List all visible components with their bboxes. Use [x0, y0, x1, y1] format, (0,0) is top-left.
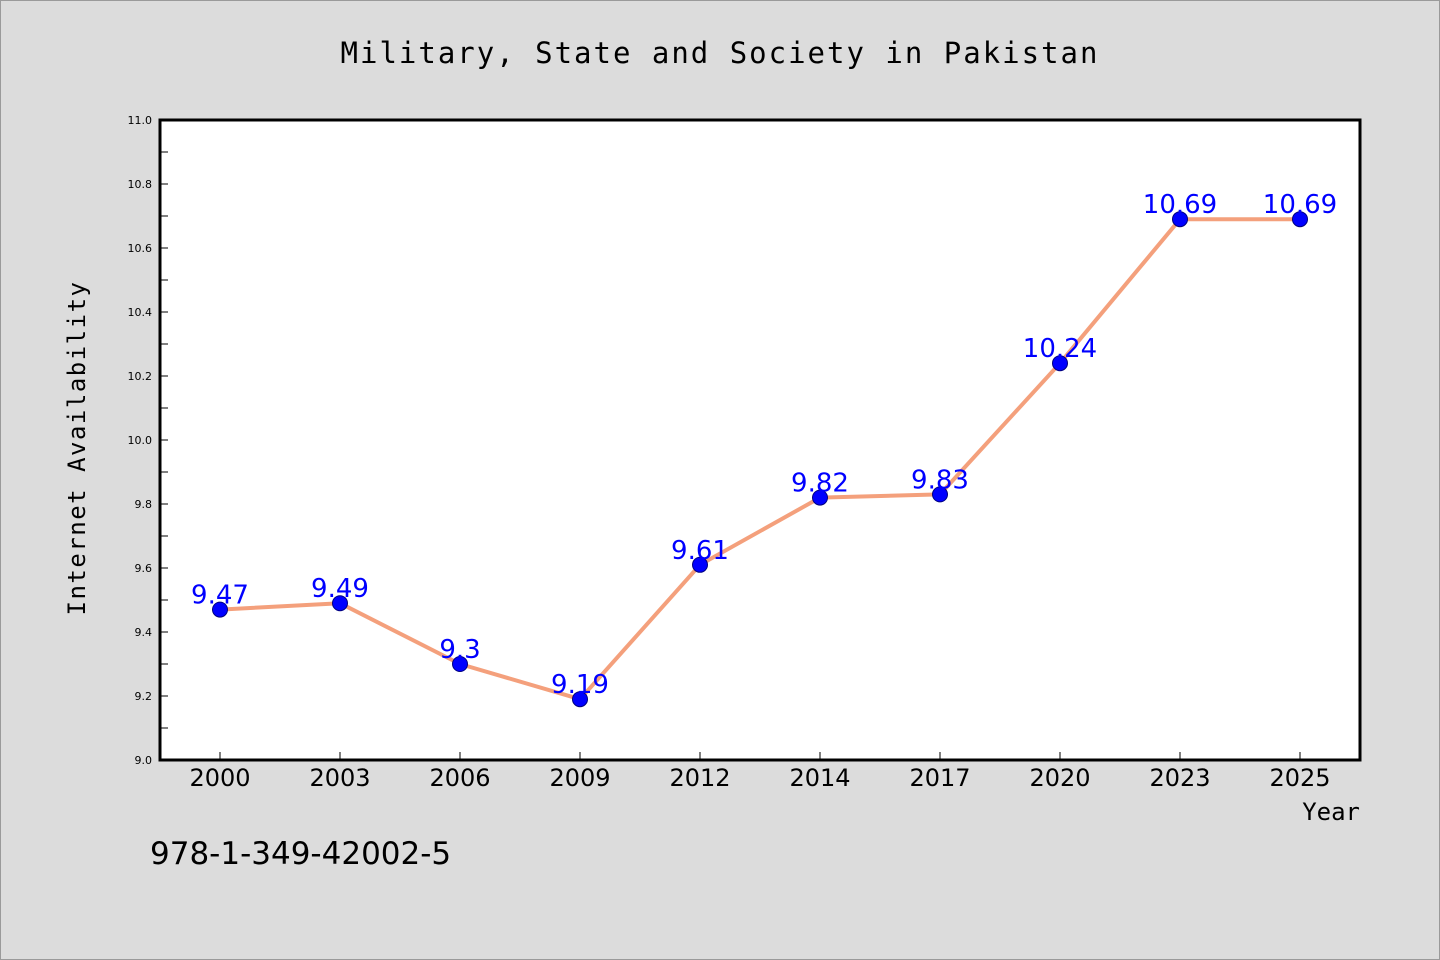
- data-point: [1172, 211, 1188, 228]
- x-tick-label: 2023: [1149, 764, 1210, 792]
- x-tick-label: 2025: [1269, 764, 1330, 792]
- data-point: [932, 486, 948, 503]
- data-point: [1052, 355, 1068, 372]
- y-tick-label: 9.4: [135, 626, 153, 639]
- footer-text: 978-1-349-42002-5: [150, 836, 451, 872]
- data-point: [332, 595, 348, 612]
- x-tick-label: 2006: [429, 764, 490, 792]
- series-internet-availability: [212, 211, 1308, 708]
- data-label: 9.61: [671, 536, 729, 566]
- y-tick-label: 10.6: [128, 242, 153, 255]
- data-label: 9.19: [551, 670, 609, 700]
- data-point: [812, 489, 828, 506]
- y-axis-label: Internet Availability: [63, 281, 91, 616]
- data-label: 9.49: [311, 574, 369, 604]
- plot-area: [160, 120, 1360, 760]
- plot-frame: [158, 118, 1362, 762]
- y-tick-label: 9.2: [135, 690, 153, 703]
- data-label: 9.47: [191, 581, 249, 611]
- y-tick-label: 10.8: [128, 178, 153, 191]
- y-tick-label: 10.4: [128, 306, 153, 319]
- data-point: [1292, 211, 1308, 228]
- data-point: [692, 556, 708, 573]
- x-tick-label: 2003: [309, 764, 370, 792]
- y-tick-label: 9.6: [135, 562, 153, 575]
- x-tick-label: 2020: [1029, 764, 1090, 792]
- data-point: [212, 601, 228, 618]
- x-tick-label: 2000: [189, 764, 250, 792]
- data-labels: 9.47 9.49 9.3 9.19 9.61 9.82 9.83 10.24 10.69 10.…: [191, 190, 1337, 700]
- x-tick-label: 2014: [789, 764, 850, 792]
- data-label: 10.24: [1023, 334, 1097, 364]
- data-label: 10.69: [1263, 190, 1337, 220]
- series-line: [218, 217, 1302, 702]
- x-axis: 2000 2003 2006 2009 2012 2014 2017 2020 2023 2025: [189, 752, 1331, 792]
- x-tick-label: 2017: [909, 764, 970, 792]
- data-label: 9.82: [791, 469, 849, 499]
- x-axis-label: Year: [1302, 798, 1360, 826]
- data-label: 9.83: [911, 465, 969, 495]
- y-tick-label: 9.8: [135, 498, 153, 511]
- x-tick-label: 2009: [549, 764, 610, 792]
- data-label: 10.69: [1143, 190, 1217, 220]
- data-label: 9.3: [439, 635, 480, 665]
- y-tick-label: 9.0: [135, 754, 153, 767]
- y-tick-label: 11.0: [128, 114, 153, 127]
- x-tick-label: 2012: [669, 764, 730, 792]
- data-point: [572, 691, 588, 708]
- data-point: [452, 656, 468, 672]
- chart-title: Military, State and Society in Pakistan: [341, 36, 1100, 70]
- y-axis: 9.0 9.2 9.4 9.6 9.8 10.0 10.2 10.4 10.6 10.8 11.0: [128, 114, 168, 767]
- y-tick-label: 10.0: [128, 434, 153, 447]
- y-tick-label: 10.2: [128, 370, 153, 383]
